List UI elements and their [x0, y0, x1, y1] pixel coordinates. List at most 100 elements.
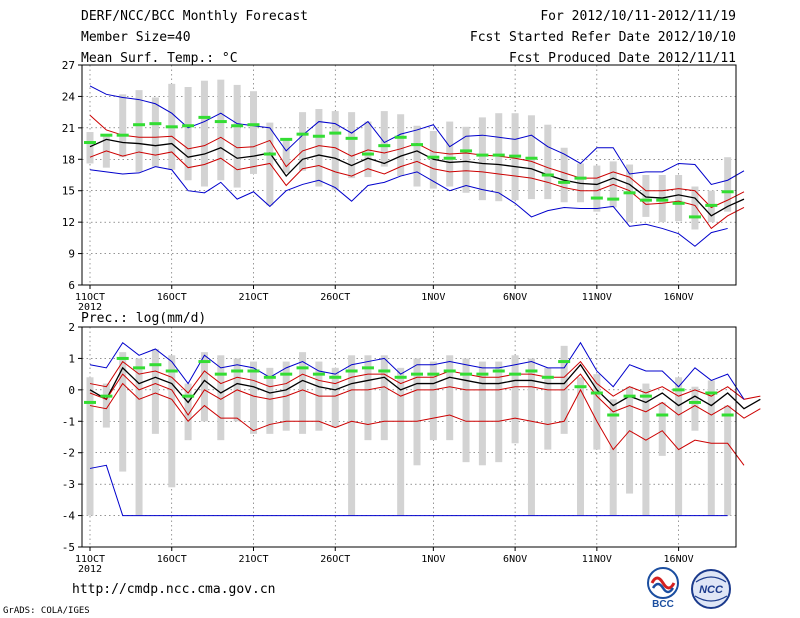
spread-box	[593, 165, 601, 212]
x-year-label: 2012	[78, 302, 102, 313]
y-tick-label: 9	[68, 248, 75, 261]
climatology-mark	[541, 375, 554, 379]
climatology-mark	[149, 363, 162, 367]
climatology-mark	[558, 180, 571, 184]
x-year-label: 2012	[78, 564, 102, 575]
climatology-mark	[329, 375, 342, 379]
climatology-mark	[672, 201, 685, 205]
x-tick-label: 11NOV	[582, 292, 612, 303]
climatology-mark	[443, 369, 456, 373]
x-tick-label: 6NOV	[503, 554, 527, 565]
y-tick-label: 24	[62, 90, 76, 103]
panel-title: Prec.: log(mm/d)	[81, 311, 206, 326]
series-line-lower-inner	[89, 373, 761, 419]
spread-box	[299, 112, 307, 171]
y-tick-label: -1	[62, 415, 75, 428]
bcc-logo-swirl	[650, 576, 676, 590]
spread-box	[380, 355, 388, 441]
climatology-mark	[607, 413, 620, 417]
spread-box	[364, 121, 372, 178]
climatology-mark	[378, 144, 391, 148]
spread-box	[217, 79, 225, 181]
climatology-mark	[296, 366, 309, 370]
spread-box	[446, 355, 454, 441]
climatology-mark	[100, 133, 113, 137]
climatology-mark	[214, 120, 227, 124]
spread-box	[151, 97, 159, 167]
y-tick-label: 0	[68, 384, 75, 397]
spread-box	[626, 386, 634, 494]
x-tick-label: 16NOV	[664, 554, 694, 565]
spread-box	[331, 111, 339, 190]
climatology-mark	[476, 153, 489, 157]
series-line-upper-inner	[89, 360, 761, 400]
spread-box	[478, 361, 486, 466]
climatology-mark	[411, 372, 423, 376]
spread-box	[527, 358, 535, 516]
spread-box	[299, 352, 307, 434]
climatology-mark	[509, 154, 522, 158]
spread-box	[135, 90, 143, 172]
chart-title: DERF/NCC/BCC Monthly Forecast	[81, 9, 308, 24]
climatology-mark	[574, 176, 587, 180]
climatology-mark	[656, 413, 669, 417]
x-tick-label: 21OCT	[238, 292, 268, 303]
climatology-mark	[296, 132, 309, 136]
climatology-mark	[492, 369, 505, 373]
spread-box	[348, 355, 356, 516]
spread-box	[348, 112, 356, 179]
spread-box	[675, 377, 683, 516]
y-tick-label: 27	[62, 59, 75, 72]
website-url[interactable]: http://cmdp.ncc.cma.gov.cn	[72, 582, 276, 597]
x-tick-label: 11NOV	[582, 554, 612, 565]
climatology-mark	[623, 191, 636, 195]
spread-box	[184, 383, 192, 441]
spread-box	[724, 405, 732, 516]
spread-box	[184, 87, 192, 181]
climatology-mark	[214, 372, 227, 376]
spread-box	[577, 377, 584, 516]
climatology-mark	[345, 369, 358, 373]
spread-box	[102, 383, 110, 428]
spread-box	[282, 138, 290, 173]
climatology-mark	[541, 173, 554, 177]
climatology-mark	[590, 196, 603, 200]
spread-box	[707, 380, 715, 516]
y-tick-label: 6	[68, 279, 75, 292]
climatology-mark	[133, 123, 146, 127]
climatology-mark	[116, 356, 129, 360]
ncc-logo-arcs	[694, 576, 728, 602]
climatology-mark	[378, 369, 391, 373]
spread-box	[233, 84, 241, 188]
x-tick-label: 6NOV	[503, 292, 527, 303]
member-size: Member Size=40	[81, 30, 191, 45]
series-line-lower-inner	[89, 150, 745, 230]
spread-box	[462, 358, 470, 463]
climatology-mark	[312, 372, 325, 376]
spread-box	[331, 367, 339, 428]
x-tick-label: 11OCT	[75, 292, 105, 303]
y-tick-label: 2	[68, 321, 75, 334]
plot-frame	[81, 64, 737, 286]
climatology-mark	[165, 369, 178, 373]
climatology-mark	[280, 372, 293, 376]
climatology-mark	[411, 143, 423, 147]
spread-box	[135, 358, 143, 516]
series-line-ensemble-mean	[89, 138, 745, 217]
climatology-mark	[639, 198, 652, 202]
header-right: For 2012/10/11-2012/11/19 Fcst Started R…	[470, 9, 736, 72]
y-tick-label: -5	[62, 541, 75, 554]
x-tick-label: 16OCT	[157, 554, 187, 565]
spread-box	[250, 91, 257, 174]
ncc-logo-text: NCC	[699, 584, 724, 596]
climatology-mark	[656, 198, 669, 202]
y-tick-label: 12	[62, 216, 75, 229]
climatology-mark	[721, 190, 734, 194]
climatology-mark	[100, 394, 113, 398]
climatology-mark	[460, 372, 473, 376]
y-tick-label: -4	[62, 510, 76, 523]
spread-box	[413, 125, 421, 187]
climatology-mark	[525, 156, 538, 160]
spread-box	[724, 157, 732, 212]
